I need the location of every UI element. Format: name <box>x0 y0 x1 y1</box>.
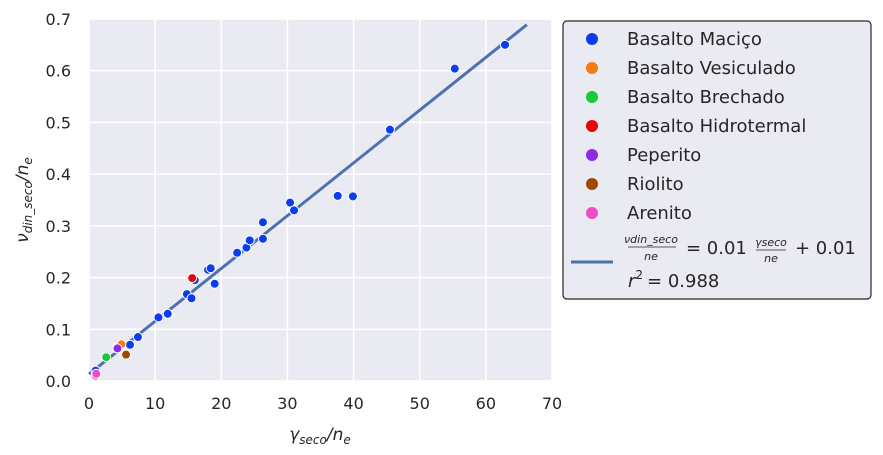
legend-marker <box>586 178 598 190</box>
legend-marker <box>586 62 598 74</box>
data-point <box>257 233 268 244</box>
legend-items: Basalto Maciço Basalto Vesiculado Basalto … <box>586 29 806 224</box>
x-tick-label: 40 <box>343 394 363 413</box>
data-point <box>186 293 197 304</box>
data-point <box>91 368 102 379</box>
legend-label: Basalto Brechado <box>627 87 785 108</box>
y-tick-label: 0.1 <box>46 320 71 339</box>
legend-label: Peperito <box>627 145 701 166</box>
data-point <box>332 190 343 201</box>
legend-frac2-num: γseco <box>755 236 787 249</box>
y-tick-label: 0.5 <box>46 113 71 132</box>
legend-label: Basalto Vesiculado <box>627 58 796 79</box>
legend: Basalto Maciço Basalto Vesiculado Basalto … <box>562 20 872 300</box>
legend-box <box>562 20 872 300</box>
data-point <box>347 191 358 202</box>
y-tick-label: 0.0 <box>46 372 71 391</box>
y-tick-label: 0.2 <box>46 269 71 288</box>
data-point <box>384 124 395 135</box>
legend-marker <box>586 207 598 219</box>
plot-background <box>89 19 552 381</box>
legend-marker <box>586 33 598 45</box>
legend-marker <box>586 120 598 132</box>
y-tick-label: 0.6 <box>46 62 71 81</box>
legend-label: Arenito <box>627 203 692 224</box>
legend-eq-prefix: = 0.01 <box>686 238 747 259</box>
x-tick-label: 60 <box>476 394 496 413</box>
legend-frac1-den: ne <box>644 250 658 263</box>
data-point <box>232 247 243 258</box>
y-tick-label: 0.7 <box>46 10 71 29</box>
legend-label: Basalto Hidrotermal <box>627 116 806 137</box>
data-point <box>449 63 460 74</box>
y-axis-label: νdin_seco/ne <box>13 157 35 243</box>
data-point <box>244 235 255 246</box>
x-tick-label: 20 <box>211 394 231 413</box>
data-point <box>289 205 300 216</box>
y-tick-label: 0.4 <box>46 165 71 184</box>
legend-frac1-num: νdin_seco <box>624 233 678 246</box>
x-tick-label: 10 <box>145 394 165 413</box>
x-tick-label: 30 <box>277 394 297 413</box>
data-point <box>153 312 164 323</box>
data-point <box>132 332 143 343</box>
data-point <box>112 343 123 354</box>
data-point <box>257 217 268 228</box>
x-axis-label: γseco/ne <box>289 425 351 447</box>
data-point <box>285 197 296 208</box>
legend-frac2-den: ne <box>764 252 778 265</box>
data-point <box>187 273 198 284</box>
data-point <box>162 308 173 319</box>
y-tick-label: 0.3 <box>46 217 71 236</box>
data-point <box>101 352 112 363</box>
y-tick-labels: 0.0 0.1 0.2 0.3 0.4 0.5 0.6 0.7 <box>46 10 71 391</box>
legend-marker <box>586 149 598 161</box>
x-tick-label: 50 <box>410 394 430 413</box>
data-point <box>500 39 511 50</box>
data-point <box>125 339 136 350</box>
data-points <box>90 39 511 381</box>
x-tick-label: 0 <box>84 394 94 413</box>
x-tick-label: 70 <box>542 394 562 413</box>
data-point <box>205 263 216 274</box>
legend-r2: r2 = 0.988 <box>628 268 719 292</box>
x-tick-labels: 0 10 20 30 40 50 60 70 <box>84 394 562 413</box>
legend-eq-suffix: + 0.01 <box>795 238 856 259</box>
data-point <box>121 349 132 360</box>
legend-marker <box>586 91 598 103</box>
data-point <box>209 278 220 289</box>
legend-label: Riolito <box>627 174 684 195</box>
legend-label: Basalto Maciço <box>627 29 762 50</box>
